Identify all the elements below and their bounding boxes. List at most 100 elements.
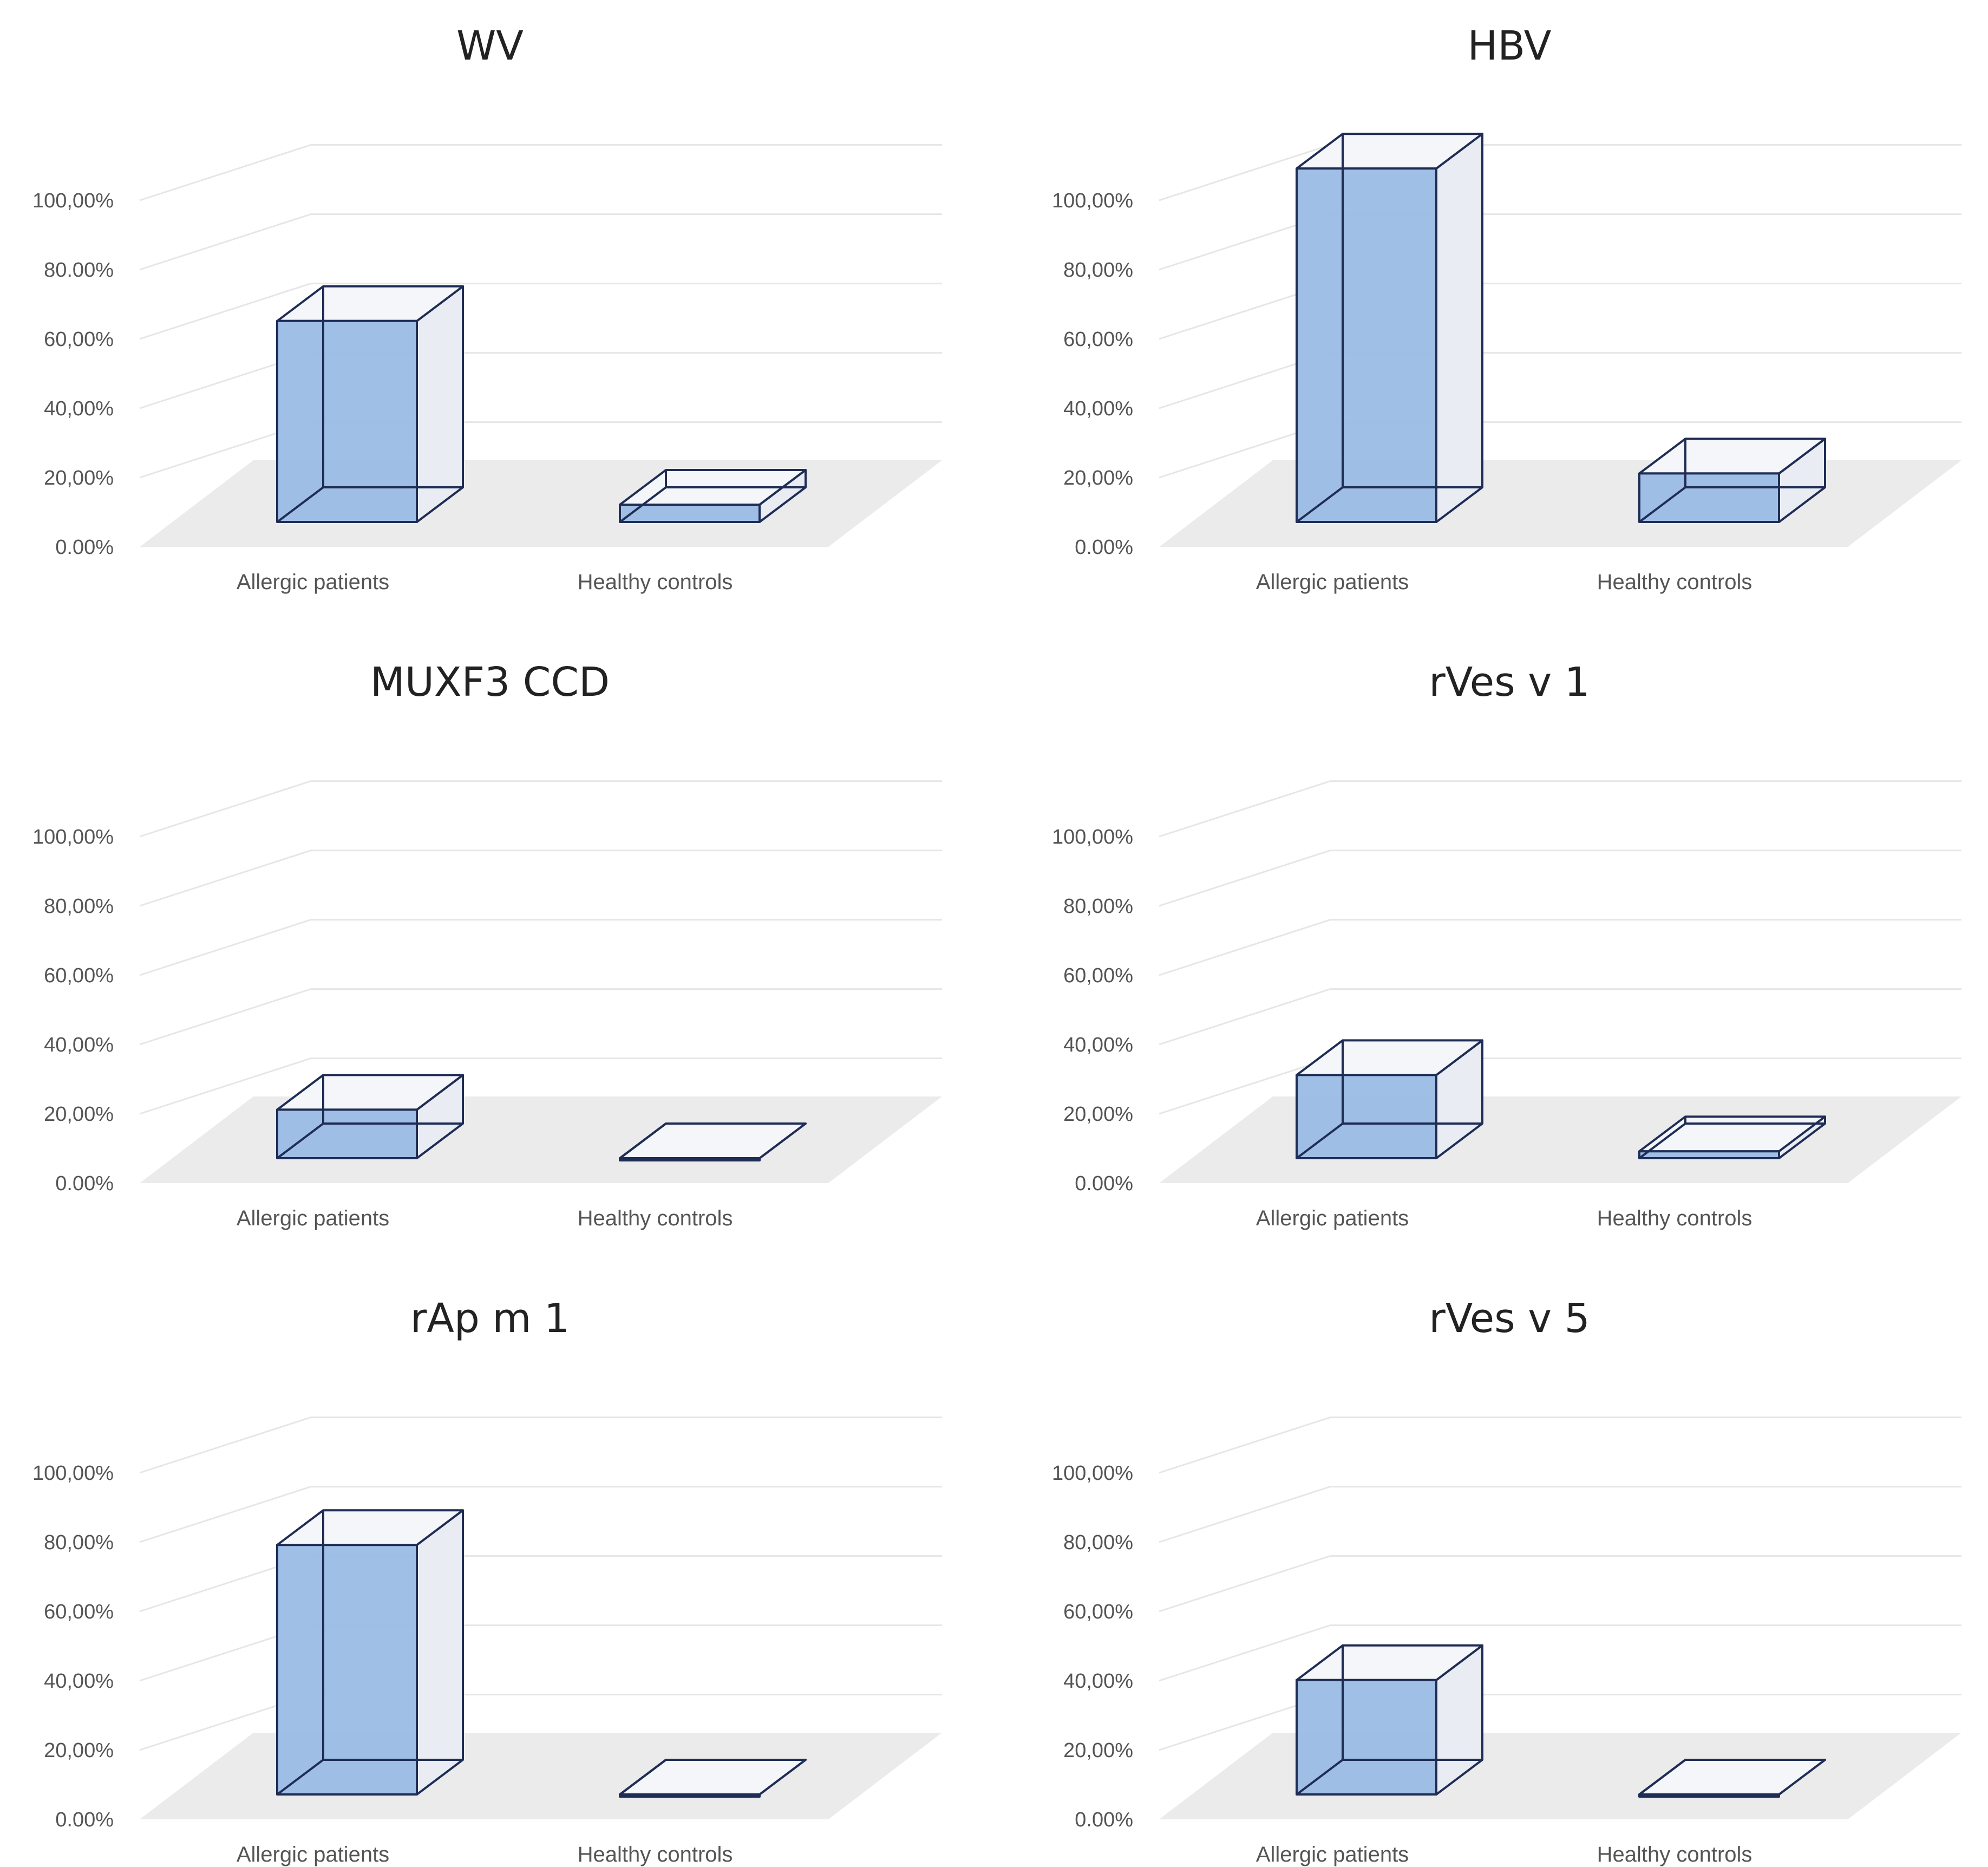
chart-title: MUXF3 CCD (370, 659, 610, 706)
bar-depth-edge (276, 1122, 324, 1159)
gridline (1159, 213, 1961, 271)
y-tick-label: 20,00% (1063, 467, 1133, 489)
x-category-label: Healthy controls (1597, 570, 1752, 594)
y-tick-label: 0.00% (55, 1809, 114, 1831)
chart-title: HBV (1468, 23, 1552, 69)
y-tick-label: 20,00% (1063, 1739, 1133, 1762)
y-tick-label: 100,00% (32, 190, 114, 212)
gridline (1159, 1624, 1961, 1682)
chart-floor (140, 1733, 942, 1819)
bar-allergic-patients (1296, 133, 1483, 523)
gridline (139, 144, 942, 201)
y-tick-label: 0.00% (1075, 1809, 1133, 1831)
gridline (139, 1624, 942, 1682)
bar-allergic-patients (1296, 1039, 1483, 1160)
y-tick-label: 60,00% (44, 1601, 114, 1623)
y-tick-label: 80.00% (44, 259, 114, 282)
bar-front-face (276, 1544, 418, 1796)
bar-front-face (1638, 1793, 1780, 1798)
bar-depth-edge (619, 1122, 667, 1159)
y-tick-label: 60,00% (1063, 1601, 1133, 1623)
chart-panel-3: MUXF3 CCD 0.00% 20,00% 40,00% 60,00% 80,00% 10… (32, 659, 942, 1230)
bar-front-face (1296, 167, 1437, 523)
bar-front-face (619, 1157, 761, 1161)
chart-panel-4: rVes v 1 0.00% 20,00% 40,00% 60,00% 80,00% 100… (1052, 659, 1961, 1230)
y-tick-label: 20,00% (1063, 1103, 1133, 1126)
x-category-label: Allergic patients (1256, 1206, 1409, 1230)
chart-floor (1159, 1733, 1961, 1819)
y-tick-label: 60,00% (44, 328, 114, 351)
y-tick-label: 80,00% (1063, 895, 1133, 918)
chart-panel-6: rVes v 5 0.00% 20,00% 40,00% 60,00% 80,00% 100… (1052, 1295, 1961, 1866)
y-tick-label: 80,00% (1063, 1531, 1133, 1554)
y-tick-label: 0.00% (55, 536, 114, 559)
gridline (1159, 919, 1961, 976)
gridline (139, 919, 942, 976)
bar-allergic-patients (276, 1509, 464, 1796)
bar-depth-edge (1638, 1122, 1686, 1159)
bar-depth-edge (1638, 1759, 1686, 1796)
y-tick-label: 100,00% (32, 826, 114, 848)
chart-panel-1: WV 0.00% 20,00% 40,00% 60,00% 80.00% 100,00% Al… (32, 23, 942, 594)
y-tick-label: 20,00% (44, 1103, 114, 1126)
chart-floor (1159, 1096, 1961, 1183)
y-tick-label: 100,00% (1052, 826, 1133, 848)
bar-front-face (276, 1108, 418, 1160)
gridline (1159, 1555, 1961, 1613)
chart-title: rVes v 1 (1429, 659, 1590, 706)
y-tick-label: 20,00% (44, 467, 114, 489)
x-category-label: Healthy controls (578, 1206, 733, 1230)
gridline (1159, 850, 1961, 907)
y-tick-label: 40,00% (1063, 397, 1133, 420)
bar-depth-edge (1296, 1759, 1344, 1796)
y-tick-label: 40,00% (44, 1670, 114, 1693)
x-category-label: Allergic patients (237, 570, 389, 594)
y-tick-label: 80,00% (1063, 259, 1133, 282)
bar-side-face (1435, 133, 1483, 523)
y-tick-label: 0.00% (55, 1172, 114, 1195)
y-tick-label: 60,00% (1063, 328, 1133, 351)
gridline (139, 1416, 942, 1474)
bar-healthy-controls (1638, 1759, 1826, 1798)
chart-panel-5: rAp m 1 0.00% 20,00% 40,00% 60,00% 80,00% 100,… (32, 1295, 942, 1866)
bar-depth-edge (1638, 486, 1686, 523)
y-tick-label: 100,00% (1052, 190, 1133, 212)
bar-depth-edge (619, 1759, 667, 1796)
y-tick-label: 60,00% (44, 964, 114, 987)
gridline (139, 850, 942, 907)
chart-panel-2: HBV 0.00% 20,00% 40,00% 60,00% 80,00% 100,00% A… (1052, 23, 1961, 594)
x-category-label: Allergic patients (237, 1206, 389, 1230)
gridline (139, 213, 942, 271)
bar-front-face (1638, 1150, 1780, 1160)
chart-floor (1159, 460, 1961, 547)
chart-floor (140, 460, 942, 547)
bar-healthy-controls (619, 1122, 807, 1161)
gridline (1159, 780, 1961, 838)
bar-front-face (1296, 1679, 1437, 1796)
chart-title: WV (456, 23, 524, 69)
gridline (1159, 1416, 1961, 1474)
gridline (139, 780, 942, 838)
gridline (139, 1486, 942, 1543)
bar-depth-edge (276, 1759, 324, 1796)
x-category-label: Healthy controls (1597, 1206, 1752, 1230)
bar-front-face (1638, 472, 1780, 524)
bar-depth-edge (276, 486, 324, 523)
bar-allergic-patients (276, 1074, 464, 1160)
gridline (1159, 1486, 1961, 1543)
y-tick-label: 80,00% (44, 1531, 114, 1554)
y-tick-label: 40,00% (1063, 1034, 1133, 1056)
bar-healthy-controls (619, 469, 807, 523)
bar-depth-edge (1296, 1122, 1344, 1159)
chart-title: rVes v 5 (1429, 1295, 1590, 1342)
bar-depth-edge (619, 486, 667, 523)
gridline (139, 988, 942, 1046)
gridline (1159, 352, 1961, 409)
x-category-label: Healthy controls (578, 1843, 733, 1866)
bar-allergic-patients (1296, 1644, 1483, 1796)
bar-front-face (276, 319, 418, 523)
bar-healthy-controls (1638, 1115, 1826, 1160)
bar-front-face (619, 504, 761, 523)
x-category-label: Healthy controls (578, 570, 733, 594)
